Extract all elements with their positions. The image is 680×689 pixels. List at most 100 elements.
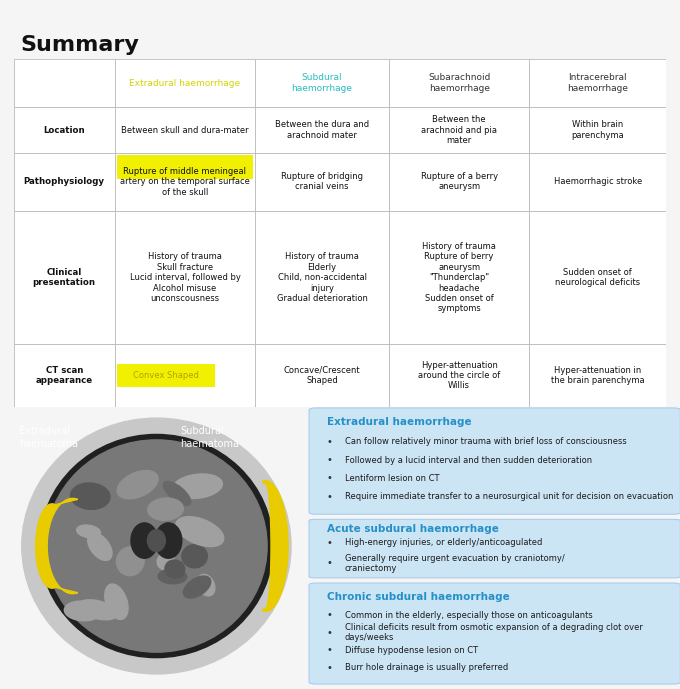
Ellipse shape xyxy=(71,483,110,509)
Bar xyxy=(255,59,389,107)
Text: Hyper-attenuation
around the circle of
Willis: Hyper-attenuation around the circle of W… xyxy=(418,360,500,391)
Ellipse shape xyxy=(46,440,267,652)
Ellipse shape xyxy=(88,533,112,560)
Text: •: • xyxy=(327,663,333,672)
Bar xyxy=(255,344,389,407)
Text: Followed by a lucid interval and then sudden deterioration: Followed by a lucid interval and then su… xyxy=(345,455,592,464)
Ellipse shape xyxy=(158,569,187,584)
Ellipse shape xyxy=(117,471,158,499)
Text: •: • xyxy=(327,610,333,620)
Text: Lentiform lesion on CT: Lentiform lesion on CT xyxy=(345,474,439,483)
Text: •: • xyxy=(327,437,333,446)
Bar xyxy=(389,211,529,344)
Bar xyxy=(115,107,255,152)
Text: Hyper-attenuation in
the brain parenchyma: Hyper-attenuation in the brain parenchym… xyxy=(551,366,645,385)
Text: •: • xyxy=(327,538,333,548)
Text: •: • xyxy=(327,645,333,655)
Text: Subarachnoid
haemorrhage: Subarachnoid haemorrhage xyxy=(428,73,490,93)
Bar xyxy=(255,107,389,152)
Bar xyxy=(14,211,115,344)
Bar xyxy=(117,364,215,387)
Text: Subdural
haemorrhage: Subdural haemorrhage xyxy=(292,73,352,93)
Bar xyxy=(115,211,255,344)
Text: Extradural
haematoma: Extradural haematoma xyxy=(19,426,78,449)
Ellipse shape xyxy=(131,523,158,558)
Bar xyxy=(115,152,255,211)
Ellipse shape xyxy=(163,482,190,505)
FancyBboxPatch shape xyxy=(309,408,680,514)
Ellipse shape xyxy=(176,517,224,546)
Ellipse shape xyxy=(39,435,273,657)
Text: Can follow relatively minor trauma with brief loss of consciousness: Can follow relatively minor trauma with … xyxy=(345,437,626,446)
Text: Sudden onset of
neurological deficits: Sudden onset of neurological deficits xyxy=(556,268,641,287)
Text: Between skull and dura-mater: Between skull and dura-mater xyxy=(121,125,249,134)
Text: Concave/Crescent
Shaped: Concave/Crescent Shaped xyxy=(284,366,360,385)
Text: •: • xyxy=(327,628,333,637)
Polygon shape xyxy=(35,498,78,594)
Ellipse shape xyxy=(184,576,211,598)
Bar xyxy=(529,107,666,152)
Text: Location: Location xyxy=(44,125,85,134)
Text: Haemorrhagic stroke: Haemorrhagic stroke xyxy=(554,177,642,186)
Text: •: • xyxy=(327,492,333,502)
Bar xyxy=(14,59,115,107)
Ellipse shape xyxy=(148,498,184,520)
Ellipse shape xyxy=(77,525,101,537)
Bar xyxy=(389,152,529,211)
Text: Between the
arachnoid and pia
mater: Between the arachnoid and pia mater xyxy=(421,115,497,145)
Text: Extradural haemorrhage: Extradural haemorrhage xyxy=(129,79,241,88)
Ellipse shape xyxy=(197,575,215,596)
Text: Subdural
haematoma: Subdural haematoma xyxy=(180,426,239,449)
FancyBboxPatch shape xyxy=(309,583,680,684)
Ellipse shape xyxy=(78,600,118,620)
Text: Clinical deficits result from osmotic expansion of a degrading clot over days/we: Clinical deficits result from osmotic ex… xyxy=(345,623,643,642)
Text: High-energy injuries, or elderly/anticoagulated: High-energy injuries, or elderly/anticoa… xyxy=(345,539,542,548)
Ellipse shape xyxy=(157,553,175,570)
Text: CT scan
appearance: CT scan appearance xyxy=(35,366,92,385)
Bar xyxy=(389,344,529,407)
Text: Clinical
presentation: Clinical presentation xyxy=(33,268,96,287)
Bar xyxy=(529,152,666,211)
Bar xyxy=(14,152,115,211)
Ellipse shape xyxy=(148,530,165,551)
Bar xyxy=(117,155,253,179)
Bar xyxy=(255,152,389,211)
Text: History of trauma
Elderly
Child, non-accidental
injury
Gradual deterioration: History of trauma Elderly Child, non-acc… xyxy=(277,252,367,303)
Text: Extradural haemorrhage: Extradural haemorrhage xyxy=(327,417,471,427)
Text: Diffuse hypodense lesion on CT: Diffuse hypodense lesion on CT xyxy=(345,646,478,655)
Bar xyxy=(529,211,666,344)
Ellipse shape xyxy=(173,474,222,498)
Text: •: • xyxy=(327,558,333,568)
Ellipse shape xyxy=(116,547,144,575)
FancyBboxPatch shape xyxy=(309,520,680,578)
Text: Rupture of a berry
aneurysm: Rupture of a berry aneurysm xyxy=(420,172,498,192)
Text: Intracerebral
haemorrhage: Intracerebral haemorrhage xyxy=(567,73,628,93)
Bar xyxy=(115,59,255,107)
Polygon shape xyxy=(262,481,288,611)
Bar xyxy=(255,211,389,344)
Text: •: • xyxy=(327,455,333,465)
Text: Generally require urgent evacuation by craniotomy/
craniectomy: Generally require urgent evacuation by c… xyxy=(345,553,564,573)
Ellipse shape xyxy=(182,544,207,568)
Bar xyxy=(389,107,529,152)
Text: Require immediate transfer to a neurosurgical unit for decision on evacuation: Require immediate transfer to a neurosur… xyxy=(345,493,673,502)
Text: Pathophysiology: Pathophysiology xyxy=(24,177,105,186)
Text: Acute subdural haemorrhage: Acute subdural haemorrhage xyxy=(327,524,499,535)
Bar xyxy=(529,59,666,107)
Bar xyxy=(115,344,255,407)
Ellipse shape xyxy=(165,560,185,578)
Bar xyxy=(14,344,115,407)
Text: •: • xyxy=(327,473,333,484)
Text: Common in the elderly, especially those on anticoagulants: Common in the elderly, especially those … xyxy=(345,610,592,619)
Ellipse shape xyxy=(65,601,101,621)
Ellipse shape xyxy=(155,523,182,558)
Text: Chronic subdural haemorrhage: Chronic subdural haemorrhage xyxy=(327,592,510,601)
Text: Rupture of middle meningeal
artery on the temporal surface
of the skull: Rupture of middle meningeal artery on th… xyxy=(120,167,250,196)
Text: Convex Shaped: Convex Shaped xyxy=(133,371,199,380)
Text: Burr hole drainage is usually preferred: Burr hole drainage is usually preferred xyxy=(345,663,508,672)
Ellipse shape xyxy=(22,418,291,674)
Text: History of trauma
Skull fracture
Lucid interval, followed by
Alcohol misuse
unco: History of trauma Skull fracture Lucid i… xyxy=(129,252,241,303)
Bar xyxy=(389,59,529,107)
Text: History of trauma
Rupture of berry
aneurysm
"Thunderclap"
headache
Sudden onset : History of trauma Rupture of berry aneur… xyxy=(422,242,496,313)
Bar xyxy=(14,107,115,152)
